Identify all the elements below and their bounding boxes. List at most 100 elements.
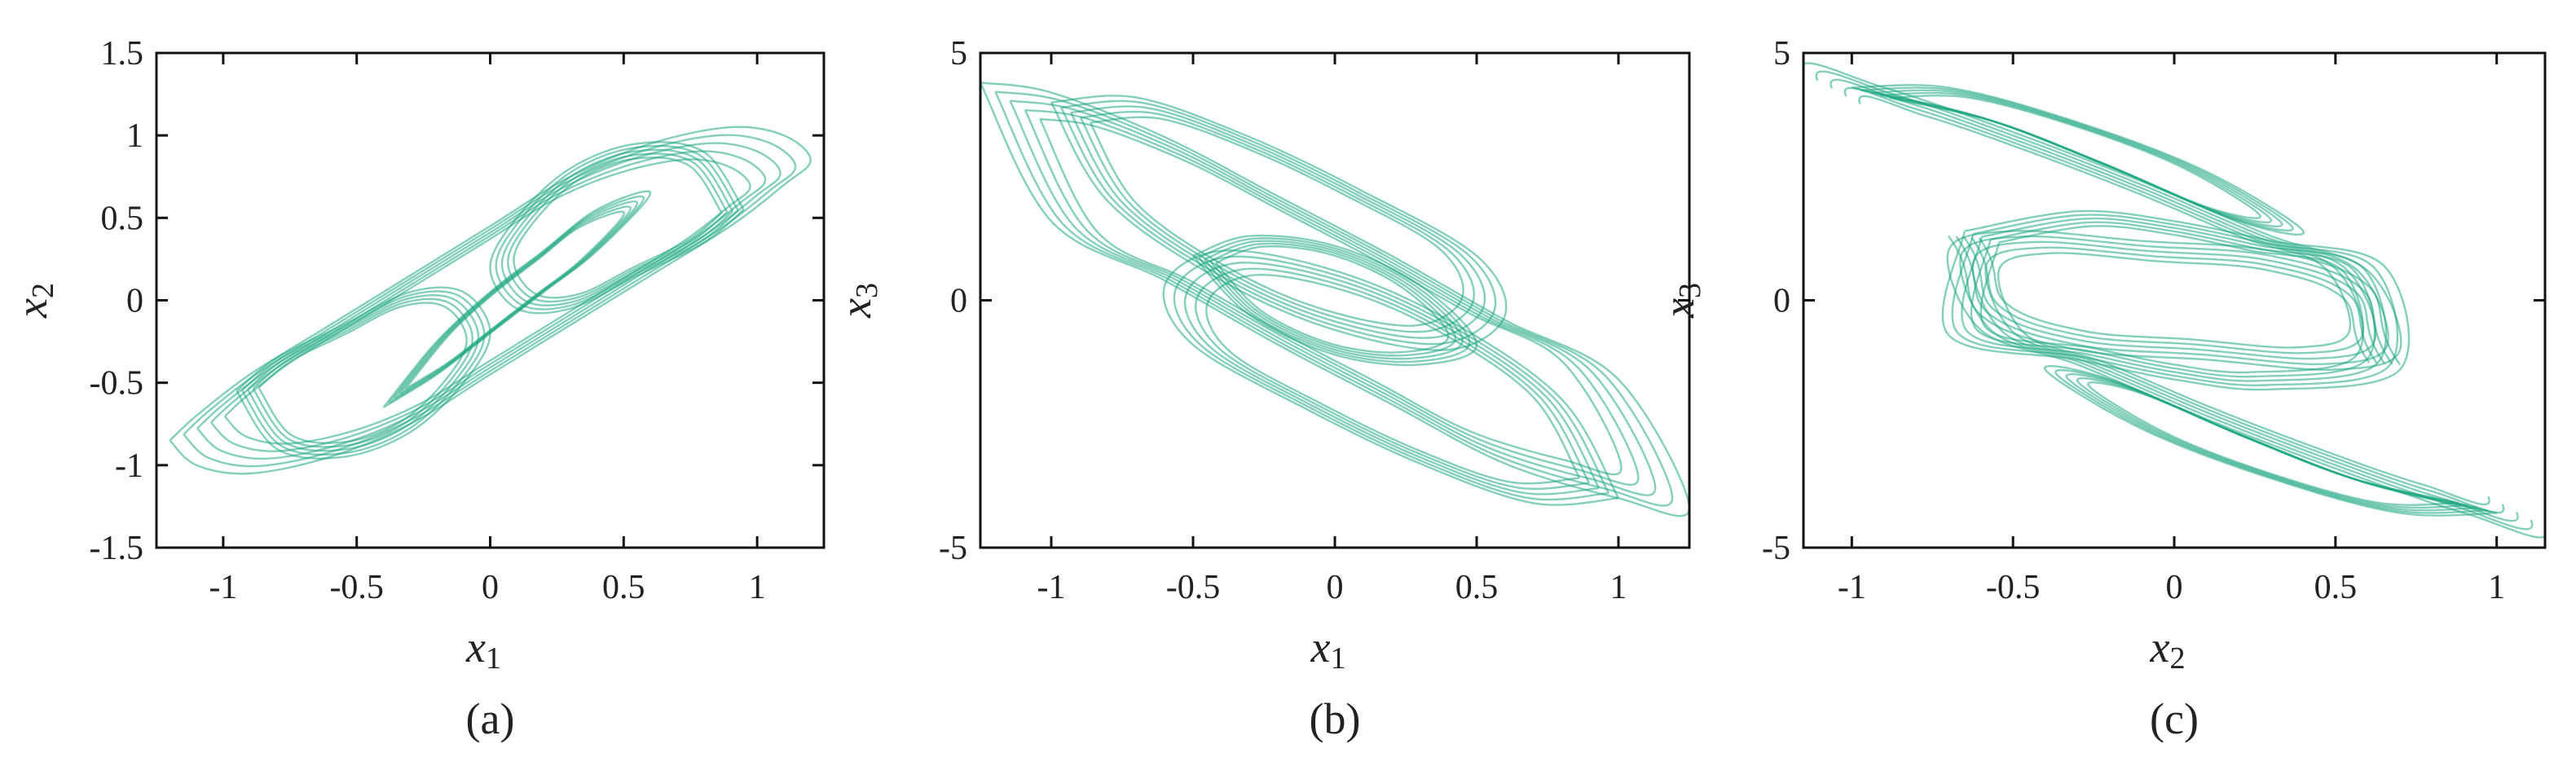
trajectory-series-3 bbox=[1889, 95, 2261, 219]
y-tick-label: 5 bbox=[1773, 35, 1790, 73]
trajectory-series-4 bbox=[2087, 381, 2459, 506]
trajectory-series-0 bbox=[1009, 99, 1657, 496]
trajectory-series-1 bbox=[258, 302, 468, 444]
trajectory-series-0 bbox=[210, 150, 767, 452]
trajectory-series-2 bbox=[1195, 267, 1591, 491]
trajectory-series-2 bbox=[513, 156, 723, 299]
x-tick-label: 0.5 bbox=[1455, 569, 1499, 606]
y-tick-label: -1.5 bbox=[90, 530, 144, 567]
trajectory-series-3 bbox=[1192, 234, 1478, 367]
trajectory-series-2 bbox=[1979, 225, 2365, 374]
panel-caption: (b) bbox=[1310, 694, 1361, 743]
panel-caption: (a) bbox=[466, 694, 515, 743]
x-axis-label-subscript: 1 bbox=[486, 641, 501, 676]
x-axis-label: x1 bbox=[1310, 623, 1346, 676]
plot-frame bbox=[1802, 51, 2547, 549]
x-tick-label: 0 bbox=[482, 569, 499, 606]
y-tick-label: -1 bbox=[115, 447, 143, 485]
x-tick-label: 0 bbox=[2166, 569, 2183, 606]
plot-frame bbox=[979, 51, 1691, 549]
trajectory-series-2 bbox=[1970, 221, 2376, 378]
y-tick-label: 0.5 bbox=[101, 200, 144, 237]
trajectory-series-2 bbox=[500, 148, 734, 307]
trajectory-series-2 bbox=[1173, 255, 1610, 501]
y-axis-label: x3 bbox=[831, 283, 884, 319]
trajectory-series-2 bbox=[1941, 209, 2411, 391]
trajectory-series-1 bbox=[1997, 252, 2490, 506]
trajectory-series-0 bbox=[196, 142, 782, 460]
y-tick-label: 0 bbox=[1773, 283, 1790, 320]
y-tick-label: -5 bbox=[939, 530, 967, 567]
x-tick-label: 1 bbox=[2488, 569, 2505, 606]
y-axis-label-subscript: 2 bbox=[26, 283, 60, 298]
trajectory-series-0 bbox=[223, 158, 751, 445]
trajectory-series-2 bbox=[1951, 214, 2399, 386]
trajectory-series-0 bbox=[1843, 86, 2364, 354]
y-tick-label: -5 bbox=[1762, 530, 1790, 567]
trajectory-series-2 bbox=[495, 144, 739, 310]
panel-b: -1 -0.5 0 0.5 1 -5 0 5 x1 x3 (b) bbox=[831, 35, 1691, 743]
trajectory-series-1 bbox=[1946, 230, 2545, 539]
trajectory-series-1 bbox=[1050, 95, 1508, 351]
x-axis-label-subscript: 2 bbox=[2169, 641, 2185, 676]
y-tick-label: 1 bbox=[126, 117, 143, 155]
trajectory-series-1 bbox=[1971, 240, 2519, 522]
trajectory-series-0 bbox=[1803, 62, 2402, 371]
trajectory-series-0 bbox=[994, 90, 1674, 507]
trajectory-series-2 bbox=[1162, 249, 1620, 506]
trajectory-series-2 bbox=[1961, 217, 2388, 382]
y-axis-label-subscript: 3 bbox=[850, 283, 884, 298]
y-tick-label: 0 bbox=[950, 283, 967, 320]
x-tick-label: 0.5 bbox=[602, 569, 645, 606]
x-tick-label: -0.5 bbox=[1986, 569, 2041, 606]
x-tick-label: 0 bbox=[1327, 569, 1344, 606]
trajectory-series-1 bbox=[1089, 116, 1464, 327]
trajectory-group bbox=[1803, 62, 2545, 539]
trajectory-series-3 bbox=[1204, 240, 1464, 360]
panel-caption: (c) bbox=[2150, 694, 2199, 743]
trajectory-series-2 bbox=[1183, 262, 1601, 495]
y-axis-label: x3 bbox=[1654, 283, 1707, 319]
x-tick-label: -0.5 bbox=[1166, 569, 1221, 606]
trajectory-series-0 bbox=[169, 125, 812, 475]
trajectory-series-3 bbox=[1198, 237, 1471, 363]
trajectory-series-1 bbox=[241, 290, 486, 456]
trajectory-series-2 bbox=[489, 141, 745, 315]
trajectory-series-3 bbox=[1214, 245, 1450, 354]
x-tick-label: -1 bbox=[1037, 569, 1066, 606]
x-tick-label: -0.5 bbox=[329, 569, 384, 606]
y-tick-label: -0.5 bbox=[90, 365, 144, 403]
y-axis-label-subscript: 3 bbox=[1673, 283, 1707, 298]
trajectory-group bbox=[169, 125, 812, 475]
x-tick-label: 1 bbox=[1610, 569, 1627, 606]
trajectory-series-1 bbox=[1959, 235, 2534, 531]
trajectory-series-1 bbox=[1069, 105, 1486, 339]
x-tick-label: -1 bbox=[1838, 569, 1866, 606]
x-tick-label: -1 bbox=[209, 569, 237, 606]
y-tick-label: 1.5 bbox=[101, 35, 144, 73]
trajectory-series-1 bbox=[1984, 246, 2505, 514]
trajectory-series-1 bbox=[252, 297, 474, 448]
trajectory-series-1 bbox=[1059, 99, 1497, 346]
trajectory-series-3 bbox=[1209, 242, 1457, 357]
x-axis-label-subscript: 1 bbox=[1330, 641, 1345, 676]
y-tick-label: 0 bbox=[126, 283, 143, 320]
trajectory-series-2 bbox=[1205, 274, 1581, 485]
trajectory-group bbox=[980, 81, 1689, 517]
trajectory-series-0 bbox=[1039, 117, 1623, 476]
panel-c: -1 -0.5 0 0.5 1 -5 0 5 x2 x3 (c) bbox=[1654, 35, 2547, 743]
panel-a: -1 -0.5 0 0.5 1 -1.5 -1 -0.5 0 0.5 1 1.5 x1 x2 (a) bbox=[7, 35, 826, 743]
x-axis-label: x2 bbox=[2150, 623, 2186, 676]
x-tick-label: 0.5 bbox=[2314, 569, 2358, 606]
x-axis-label: x1 bbox=[465, 623, 501, 676]
y-tick-label: 5 bbox=[950, 35, 967, 73]
trajectory-series-3 bbox=[404, 210, 626, 390]
trajectory-series-1 bbox=[1079, 110, 1475, 333]
trajectory-series-0 bbox=[1858, 95, 2352, 349]
trajectory-series-2 bbox=[506, 152, 729, 303]
x-tick-label: 1 bbox=[749, 569, 766, 606]
y-axis-label: x2 bbox=[7, 283, 60, 319]
trajectory-series-0 bbox=[183, 134, 797, 468]
trajectory-series-0 bbox=[1024, 108, 1640, 487]
